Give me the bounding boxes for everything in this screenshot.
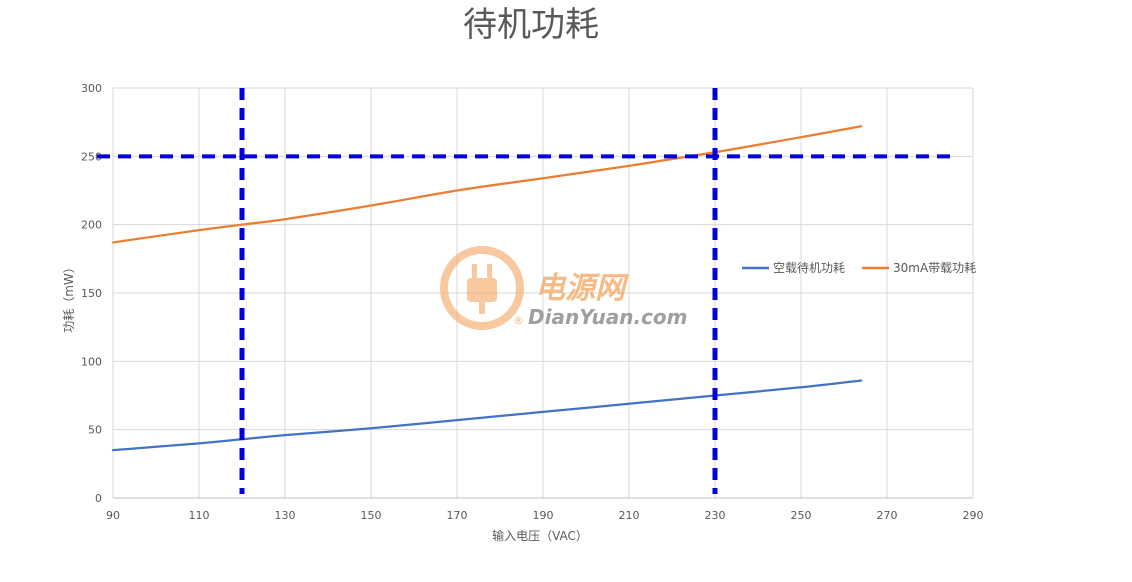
tick-labels: 90 110 130 150 170 190 210 230 250 270 290 0 50 100 15… [81, 82, 984, 522]
x-tick-label: 110 [189, 509, 210, 522]
x-tick-label: 250 [791, 509, 812, 522]
x-tick-label: 170 [447, 509, 468, 522]
y-tick-label: 0 [95, 492, 102, 505]
watermark-en: DianYuan.com [528, 305, 687, 329]
y-tick-label: 200 [81, 219, 102, 232]
y-axis-label: 功耗（mW） [62, 261, 76, 333]
x-tick-label: 270 [877, 509, 898, 522]
x-tick-label: 290 [963, 509, 984, 522]
reference-lines [97, 88, 950, 494]
legend-label-1: 空载待机功耗 [773, 261, 845, 275]
chart-title: 待机功耗 [463, 5, 599, 45]
y-tick-label: 300 [81, 82, 102, 95]
legend-label-2: 30mA带载功耗 [893, 261, 976, 275]
series-line-2 [111, 125, 863, 244]
y-tick-label: 150 [81, 287, 102, 300]
y-tick-label: 50 [88, 424, 102, 437]
y-tick-label: 100 [81, 355, 102, 368]
watermark: 电源网 ® DianYuan.com [440, 246, 687, 330]
x-axis-label: 输入电压（VAC） [492, 528, 588, 543]
x-tick-label: 130 [275, 509, 296, 522]
watermark-registered: ® [513, 314, 524, 327]
y-tick-label: 250 [81, 150, 102, 163]
x-tick-label: 190 [533, 509, 554, 522]
plug-logo-icon [440, 246, 524, 330]
x-tick-label: 210 [619, 509, 640, 522]
x-tick-label: 90 [106, 509, 120, 522]
legend: 空载待机功耗 30mA带载功耗 [742, 261, 976, 275]
x-tick-label: 230 [705, 509, 726, 522]
series-line-1 [111, 379, 863, 452]
x-tick-label: 150 [361, 509, 382, 522]
watermark-cn: 电源网 [535, 271, 629, 306]
